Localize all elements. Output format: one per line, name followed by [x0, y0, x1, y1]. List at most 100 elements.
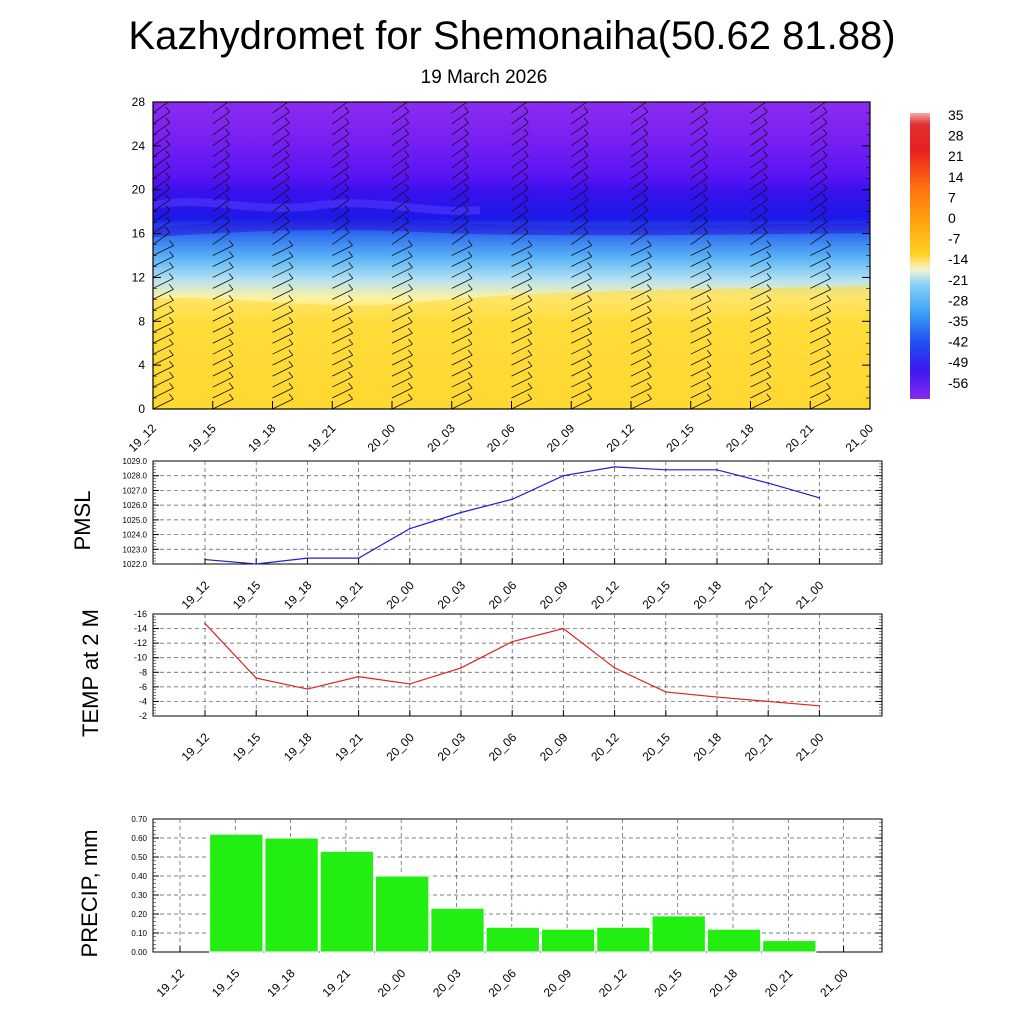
- wind-barb-feather: [527, 338, 533, 345]
- wind-barb: [869, 375, 870, 377]
- wind-barb: [272, 133, 290, 147]
- wind-barb: [630, 122, 648, 136]
- temp-point: [204, 622, 206, 625]
- wind-barb-feather: [225, 205, 230, 211]
- wind-barb: [451, 376, 473, 388]
- wind-barb-feather: [284, 150, 290, 157]
- wind-barb-feather: [826, 317, 831, 323]
- wind-barb-feather: [348, 338, 354, 345]
- wind-barb: [690, 376, 712, 388]
- wind-barb-feather: [407, 240, 413, 246]
- wind-barb-feather: [706, 360, 712, 367]
- wind-barb-feather: [587, 349, 592, 356]
- wind-barb: [212, 310, 234, 322]
- wind-barb: [272, 102, 274, 103]
- wind-barb-feather: [527, 306, 533, 312]
- wind-barb-feather: [763, 96, 767, 101]
- wind-barb: [332, 221, 350, 234]
- wind-barb: [511, 232, 529, 245]
- cs-y-tick-label: 12: [132, 270, 146, 284]
- wind-barb-feather: [647, 240, 652, 246]
- wind-barb-feather: [405, 85, 409, 90]
- wind-barb-feather: [706, 349, 712, 356]
- wind-barb: [810, 321, 831, 333]
- x-tick-label: 21_00: [793, 578, 827, 612]
- wind-barb: [810, 365, 831, 377]
- wind-barb: [810, 343, 831, 355]
- wind-barb: [869, 156, 870, 157]
- y-tick-label: 0.50: [131, 853, 147, 862]
- x-tick-label: 20_09: [537, 578, 571, 612]
- temp-point: [409, 683, 411, 685]
- wind-barb-feather: [646, 295, 652, 301]
- wind-barb-feather: [643, 227, 649, 233]
- wind-barb: [690, 177, 708, 191]
- wind-barb-feather: [647, 251, 652, 257]
- wind-barb: [391, 354, 413, 366]
- wind-barb: [511, 188, 529, 202]
- x-tick-label: 19_18: [281, 578, 315, 612]
- colorbar-label: -42: [948, 334, 968, 350]
- wind-barb-feather: [169, 251, 174, 257]
- wind-barb: [571, 232, 589, 245]
- wind-barb-feather: [404, 216, 410, 222]
- wind-barb-feather: [404, 172, 410, 178]
- wind-barb: [212, 210, 230, 223]
- wind-barb: [630, 376, 652, 388]
- wind-barb-feather: [587, 240, 593, 246]
- x-tick-label: 19_15: [209, 966, 243, 1000]
- pmsl-panel: 1022.0 1023.0 1024.0 1025.0 1026.0 1027.0 1028…: [70, 457, 883, 612]
- y-tick-label: 0.10: [131, 929, 147, 938]
- wind-barb-feather: [166, 96, 170, 101]
- wind-barb: [451, 387, 473, 399]
- wind-barb: [212, 343, 234, 355]
- wind-barb: [212, 144, 230, 158]
- wind-barb: [451, 365, 473, 377]
- wind-barb-feather: [523, 216, 529, 222]
- wind-barb: [451, 232, 469, 245]
- wind-barb: [272, 122, 290, 136]
- wind-barb-feather: [467, 262, 473, 268]
- wind-barb-feather: [228, 240, 234, 246]
- wind-barb: [332, 166, 350, 180]
- y-tick-label: 1025.0: [123, 516, 148, 525]
- wind-barb-feather: [467, 371, 473, 378]
- wind-barb: [810, 177, 828, 191]
- wind-barb-feather: [288, 317, 294, 323]
- wind-barb: [332, 398, 353, 409]
- wind-barb-feather: [464, 117, 469, 124]
- wind-barb-feather: [284, 139, 290, 146]
- cs-x-tick-label: 20_12: [604, 421, 638, 455]
- wind-barb: [212, 166, 230, 180]
- wind-barb: [571, 144, 589, 158]
- wind-barb-feather: [826, 306, 831, 312]
- wind-barb-feather: [883, 217, 887, 222]
- precip-bar: [596, 926, 651, 953]
- wind-barb-feather: [587, 371, 593, 378]
- wind-barb: [750, 398, 772, 409]
- wind-barb-feather: [169, 295, 174, 301]
- wind-barb-feather: [704, 85, 708, 90]
- y-tick-label: 0.00: [131, 948, 147, 957]
- temp-point: [613, 667, 616, 669]
- y-tick-label: 1024.0: [123, 531, 148, 540]
- wind-barb-feather: [344, 194, 350, 200]
- wind-barb: [153, 365, 174, 377]
- wind-barb: [153, 354, 174, 366]
- wind-barb: [810, 232, 828, 245]
- wind-barb: [690, 232, 708, 245]
- wind-barb-feather: [226, 96, 230, 101]
- wind-barb-feather: [288, 338, 294, 345]
- wind-barb: [810, 267, 831, 278]
- wind-barb-feather: [706, 273, 712, 279]
- wind-barb: [212, 133, 230, 147]
- wind-barb-feather: [766, 317, 772, 323]
- wind-barb-feather: [587, 273, 592, 279]
- wind-barb: [511, 155, 529, 169]
- wind-barb-feather: [225, 106, 230, 113]
- x-tick-label: 20_21: [762, 966, 796, 1000]
- wind-barb-feather: [583, 117, 589, 124]
- wind-barb-feather: [165, 216, 171, 222]
- wind-barb: [451, 111, 469, 125]
- wind-barb: [750, 376, 772, 388]
